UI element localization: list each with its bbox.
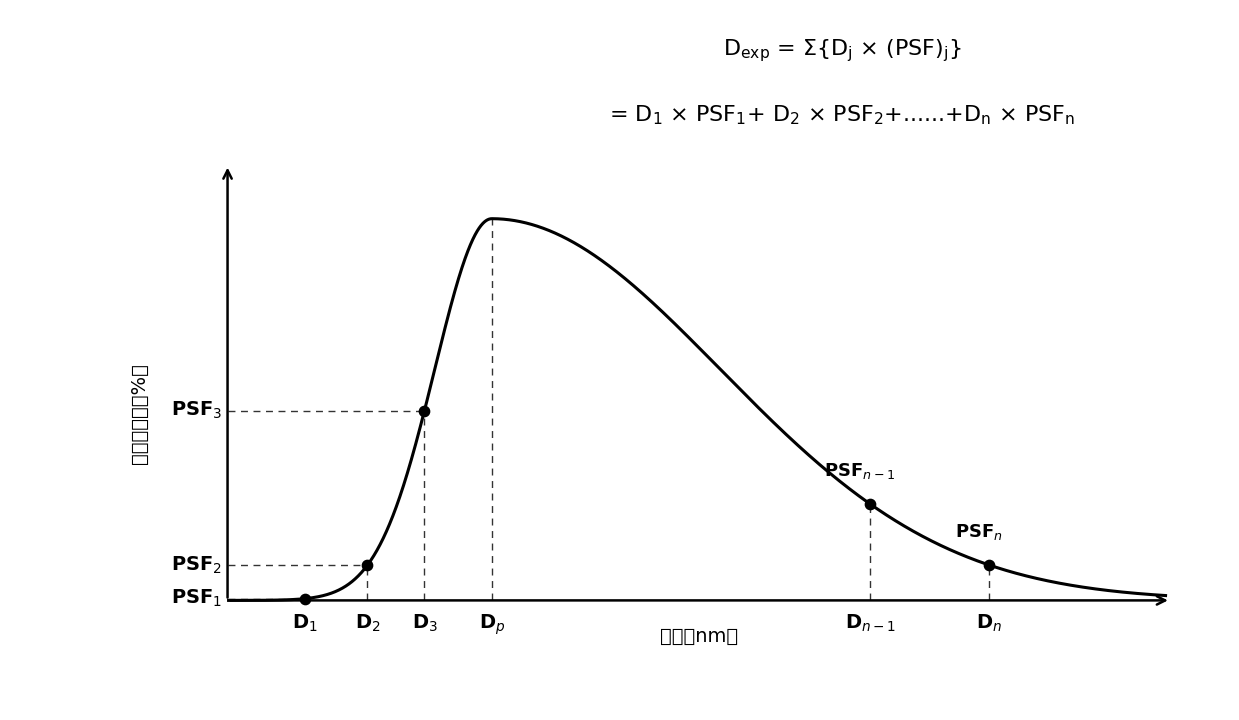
Text: D$_n$: D$_n$ [976, 613, 1002, 634]
Text: D$_{n-1}$: D$_{n-1}$ [845, 613, 896, 634]
Text: 孔径（nm）: 孔径（nm） [660, 627, 738, 647]
Text: PSF$_n$: PSF$_n$ [955, 522, 1002, 542]
Text: PSF$_1$: PSF$_1$ [171, 588, 222, 609]
Text: D$_p$: D$_p$ [478, 613, 506, 637]
Text: PSF$_3$: PSF$_3$ [171, 400, 222, 421]
Point [358, 559, 378, 571]
Text: D$_3$: D$_3$ [411, 613, 437, 634]
Point [415, 405, 435, 416]
Text: PSF$_{n-1}$: PSF$_{n-1}$ [824, 462, 896, 481]
Text: 细孔径分布（%）: 细孔径分布（%） [130, 364, 149, 464]
Text: D$_2$: D$_2$ [354, 613, 380, 634]
Text: = D$_{\rm 1}$ $\times$ PSF$_{\rm 1}$+ D$_{\rm 2}$ $\times$ PSF$_{\rm 2}$+......+: = D$_{\rm 1}$ $\times$ PSF$_{\rm 1}$+ D$… [610, 104, 1075, 127]
Text: D$_1$: D$_1$ [292, 613, 318, 634]
Point [980, 559, 1000, 571]
Text: D$_{\rm exp}$ = $\Sigma${D$_{\rm j}$ $\times$ (PSF)$_{\rm j}$}: D$_{\rm exp}$ = $\Sigma${D$_{\rm j}$ $\t… [724, 37, 961, 64]
Point [295, 593, 315, 604]
Text: PSF$_2$: PSF$_2$ [171, 554, 222, 576]
Point [860, 498, 880, 510]
